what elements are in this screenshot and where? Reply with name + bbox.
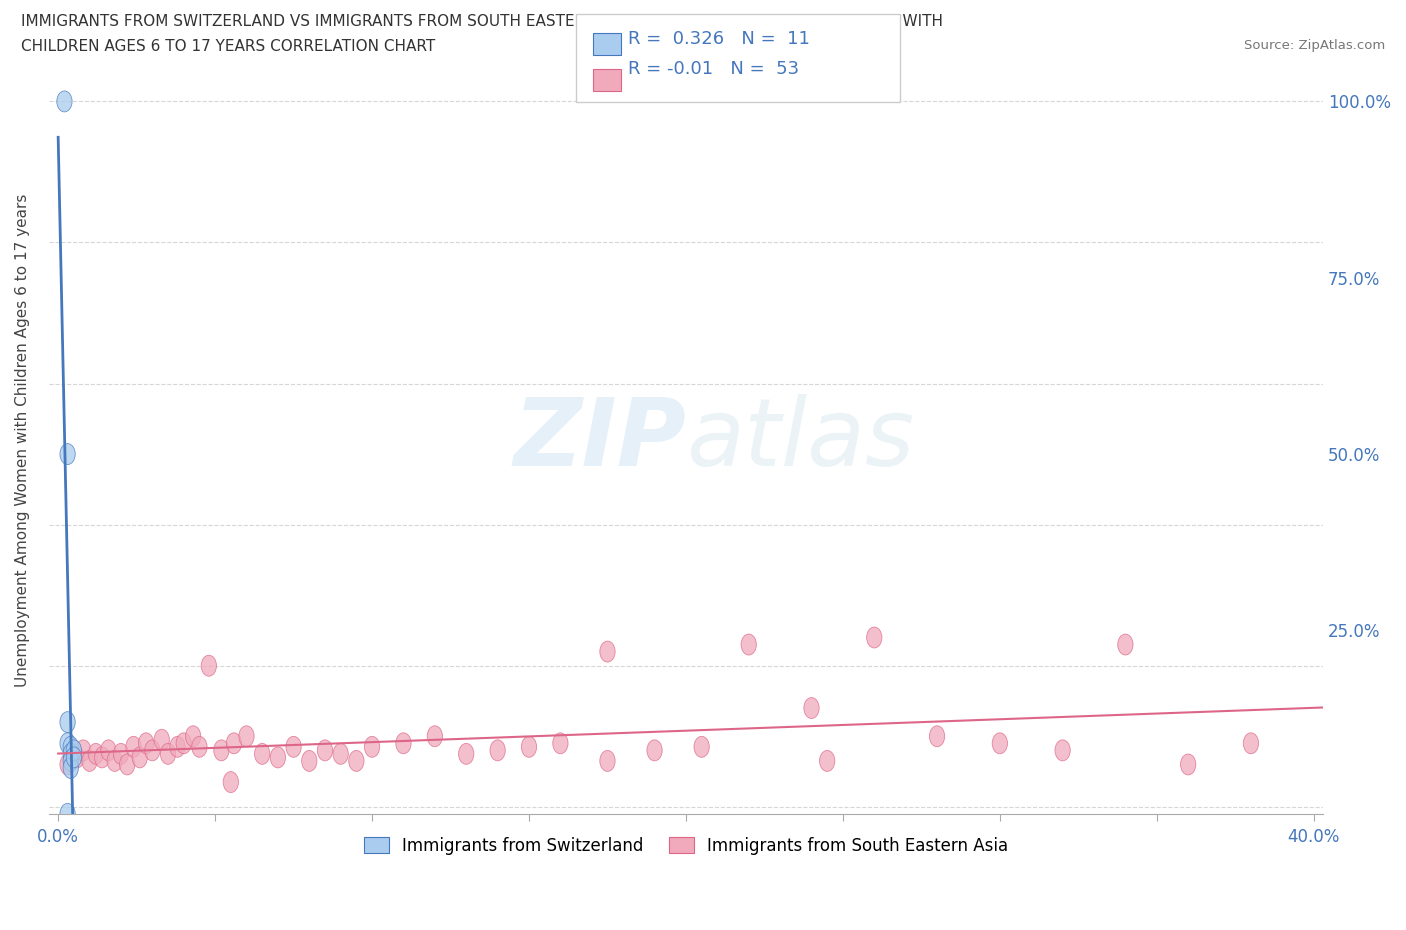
- Ellipse shape: [1181, 754, 1197, 775]
- Ellipse shape: [63, 737, 79, 757]
- Ellipse shape: [239, 725, 254, 747]
- Ellipse shape: [302, 751, 316, 771]
- Text: R =  0.326   N =  11: R = 0.326 N = 11: [628, 30, 810, 47]
- Ellipse shape: [145, 740, 160, 761]
- Ellipse shape: [170, 737, 186, 757]
- Ellipse shape: [226, 733, 242, 753]
- Ellipse shape: [647, 740, 662, 761]
- Ellipse shape: [1054, 740, 1070, 761]
- Text: R = -0.01   N =  53: R = -0.01 N = 53: [628, 60, 800, 78]
- Ellipse shape: [82, 751, 97, 771]
- Ellipse shape: [101, 740, 117, 761]
- Ellipse shape: [929, 725, 945, 747]
- Ellipse shape: [60, 711, 76, 733]
- Ellipse shape: [804, 698, 820, 719]
- Ellipse shape: [1118, 634, 1133, 655]
- Ellipse shape: [427, 725, 443, 747]
- Ellipse shape: [127, 737, 141, 757]
- Ellipse shape: [66, 740, 82, 761]
- Ellipse shape: [60, 733, 76, 753]
- Y-axis label: Unemployment Among Women with Children Ages 6 to 17 years: Unemployment Among Women with Children A…: [15, 193, 30, 686]
- Text: ZIP: ZIP: [513, 394, 686, 486]
- Ellipse shape: [695, 737, 709, 757]
- Ellipse shape: [56, 91, 72, 112]
- Ellipse shape: [820, 751, 835, 771]
- Ellipse shape: [600, 751, 614, 771]
- Text: atlas: atlas: [686, 394, 914, 485]
- Ellipse shape: [120, 754, 135, 775]
- Ellipse shape: [254, 743, 270, 764]
- Ellipse shape: [69, 747, 84, 768]
- Ellipse shape: [63, 758, 79, 778]
- Ellipse shape: [396, 733, 411, 753]
- Ellipse shape: [186, 725, 201, 747]
- Ellipse shape: [600, 641, 614, 662]
- Ellipse shape: [60, 804, 76, 824]
- Ellipse shape: [224, 772, 239, 792]
- Ellipse shape: [89, 743, 104, 764]
- Ellipse shape: [214, 740, 229, 761]
- Legend: Immigrants from Switzerland, Immigrants from South Eastern Asia: Immigrants from Switzerland, Immigrants …: [357, 830, 1015, 861]
- Ellipse shape: [318, 740, 333, 761]
- Text: IMMIGRANTS FROM SWITZERLAND VS IMMIGRANTS FROM SOUTH EASTERN ASIA UNEMPLOYMENT A: IMMIGRANTS FROM SWITZERLAND VS IMMIGRANT…: [21, 14, 943, 29]
- Ellipse shape: [333, 743, 349, 764]
- Ellipse shape: [66, 747, 82, 768]
- Ellipse shape: [741, 634, 756, 655]
- Ellipse shape: [63, 751, 79, 771]
- Ellipse shape: [160, 743, 176, 764]
- Ellipse shape: [60, 754, 76, 775]
- Ellipse shape: [107, 751, 122, 771]
- Ellipse shape: [191, 737, 207, 757]
- Text: CHILDREN AGES 6 TO 17 YEARS CORRELATION CHART: CHILDREN AGES 6 TO 17 YEARS CORRELATION …: [21, 39, 436, 54]
- Ellipse shape: [1243, 733, 1258, 753]
- Ellipse shape: [349, 751, 364, 771]
- Ellipse shape: [176, 733, 191, 753]
- Ellipse shape: [522, 737, 537, 757]
- Ellipse shape: [94, 747, 110, 768]
- Ellipse shape: [270, 747, 285, 768]
- Ellipse shape: [63, 743, 79, 764]
- Ellipse shape: [489, 740, 505, 761]
- Ellipse shape: [866, 627, 882, 648]
- Ellipse shape: [76, 740, 91, 761]
- Ellipse shape: [285, 737, 301, 757]
- Ellipse shape: [993, 733, 1008, 753]
- Ellipse shape: [201, 656, 217, 676]
- Ellipse shape: [60, 444, 76, 465]
- Ellipse shape: [364, 737, 380, 757]
- Ellipse shape: [155, 729, 169, 751]
- Ellipse shape: [114, 743, 128, 764]
- Ellipse shape: [553, 733, 568, 753]
- Ellipse shape: [138, 733, 153, 753]
- Ellipse shape: [132, 747, 148, 768]
- Text: Source: ZipAtlas.com: Source: ZipAtlas.com: [1244, 39, 1385, 52]
- Ellipse shape: [458, 743, 474, 764]
